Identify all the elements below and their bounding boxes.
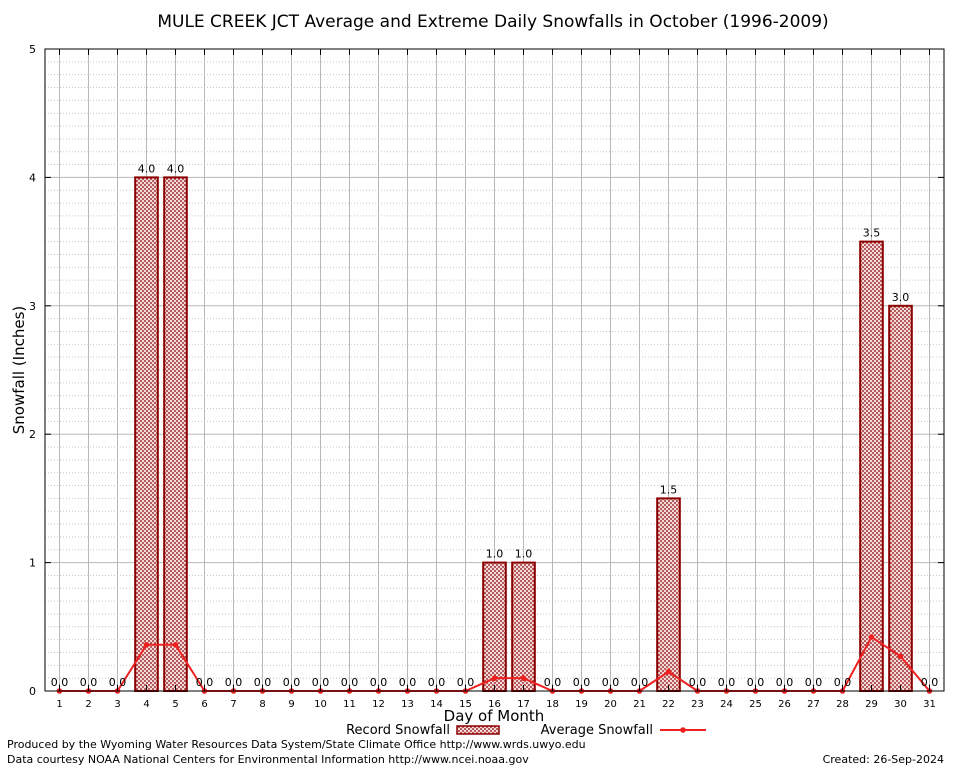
bar-value-label: 0.0 xyxy=(457,676,475,689)
record-bar xyxy=(134,176,159,692)
x-tick-label: 9 xyxy=(288,699,294,710)
record-bar xyxy=(656,497,681,692)
x-tick-label: 16 xyxy=(488,699,501,710)
bar-value-label: 0.0 xyxy=(312,676,330,689)
bar-value-label: 0.0 xyxy=(805,676,823,689)
average-point xyxy=(665,668,672,675)
bar-value-label: 0.0 xyxy=(254,676,272,689)
x-tick-label: 25 xyxy=(749,699,762,710)
x-tick-label: 2 xyxy=(85,699,91,710)
x-tick-label: 13 xyxy=(401,699,414,710)
y-tick-label: 0 xyxy=(29,685,36,698)
bar-value-label: 0.0 xyxy=(399,676,417,689)
record-bar xyxy=(511,561,536,692)
x-tick-label: 28 xyxy=(836,699,849,710)
bar-value-label: 4.0 xyxy=(167,162,185,175)
y-axis-label: Snowfall (Inches) xyxy=(10,306,28,434)
bar-value-label: 0.0 xyxy=(776,676,794,689)
credit-data-source: Data courtesy NOAA National Centers for … xyxy=(7,753,529,766)
record-bar xyxy=(859,240,884,692)
x-tick-label: 12 xyxy=(372,699,385,710)
bar-value-label: 3.5 xyxy=(863,227,881,240)
x-tick-label: 1 xyxy=(56,699,62,710)
y-tick-label: 3 xyxy=(29,300,36,313)
x-tick-label: 7 xyxy=(230,699,236,710)
x-tick-label: 6 xyxy=(201,699,207,710)
bar-value-label: 1.0 xyxy=(486,548,504,561)
record-bar xyxy=(482,561,507,692)
bar-value-label: 0.0 xyxy=(283,676,301,689)
legend: Record Snowfall Average Snowfall xyxy=(346,723,706,738)
bar-value-label: 0.0 xyxy=(834,676,852,689)
legend-average-label: Average Snowfall xyxy=(541,723,653,738)
chart-title: MULE CREEK JCT Average and Extreme Daily… xyxy=(157,12,828,32)
bar-labels: 0.0 0.0 0.0 4.0 4.0 0.0 0.0 0.0 0.0 0.0 0.0 0.0 0.0 0… xyxy=(51,162,939,689)
x-tick-label: 11 xyxy=(343,699,356,710)
x-tick-label: 23 xyxy=(691,699,704,710)
legend-average-marker xyxy=(680,727,686,733)
average-point xyxy=(143,641,150,648)
x-tick-label: 26 xyxy=(778,699,791,710)
x-tick-label: 18 xyxy=(546,699,559,710)
bar-value-label: 0.0 xyxy=(109,676,127,689)
y-tick-label: 4 xyxy=(29,171,36,184)
bar-value-label: 0.0 xyxy=(80,676,98,689)
x-tick-label: 20 xyxy=(604,699,617,710)
bar-value-label: 0.0 xyxy=(689,676,707,689)
y-tick-label: 2 xyxy=(29,428,36,441)
average-point xyxy=(172,641,179,648)
bar-value-label: 1.0 xyxy=(515,548,533,561)
bar-value-label: 0.0 xyxy=(602,676,620,689)
created-date: Created: 26-Sep-2024 xyxy=(822,753,944,766)
record-bar xyxy=(163,176,188,692)
x-tick-label: 15 xyxy=(459,699,472,710)
y-tick-label: 1 xyxy=(29,557,36,570)
x-tick-label: 10 xyxy=(314,699,327,710)
bar-value-label: 0.0 xyxy=(428,676,446,689)
x-tick-label: 4 xyxy=(143,699,149,710)
bar-value-label: 1.5 xyxy=(660,483,678,496)
average-point xyxy=(868,634,875,640)
x-tick-label: 19 xyxy=(575,699,588,710)
x-tick-label: 14 xyxy=(430,699,443,710)
x-tick-label: 27 xyxy=(807,699,820,710)
x-tick-label: 5 xyxy=(172,699,178,710)
x-tick-label: 3 xyxy=(114,699,120,710)
y-tick-label: 5 xyxy=(29,43,36,56)
x-tick-label: 22 xyxy=(662,699,675,710)
x-tick-label: 31 xyxy=(923,699,936,710)
x-tick-label: 29 xyxy=(865,699,878,710)
bar-value-label: 0.0 xyxy=(921,676,939,689)
average-point xyxy=(897,653,904,660)
x-tick-label: 21 xyxy=(633,699,646,710)
average-point xyxy=(491,675,498,681)
bar-value-label: 0.0 xyxy=(631,676,649,689)
bar-value-label: 0.0 xyxy=(747,676,765,689)
legend-record-label: Record Snowfall xyxy=(346,723,450,738)
bar-value-label: 3.0 xyxy=(892,291,910,304)
bar-value-label: 0.0 xyxy=(370,676,388,689)
x-tick-label: 24 xyxy=(720,699,733,710)
x-tick-label: 8 xyxy=(259,699,265,710)
bar-value-label: 0.0 xyxy=(573,676,591,689)
grid xyxy=(45,49,944,691)
x-axis-label: Day of Month xyxy=(444,707,545,725)
record-bar xyxy=(888,304,913,692)
bar-value-label: 0.0 xyxy=(341,676,359,689)
x-tick-label: 17 xyxy=(517,699,530,710)
credit-produced-by: Produced by the Wyoming Water Resources … xyxy=(7,738,586,751)
average-point xyxy=(520,675,527,681)
bar-value-label: 0.0 xyxy=(196,676,214,689)
bar-value-label: 0.0 xyxy=(51,676,69,689)
x-tick-label: 30 xyxy=(894,699,907,710)
bar-value-label: 0.0 xyxy=(718,676,736,689)
bar-value-label: 0.0 xyxy=(544,676,562,689)
bar-value-label: 0.0 xyxy=(225,676,243,689)
legend-record-swatch xyxy=(456,725,500,735)
bar-value-label: 4.0 xyxy=(138,162,156,175)
